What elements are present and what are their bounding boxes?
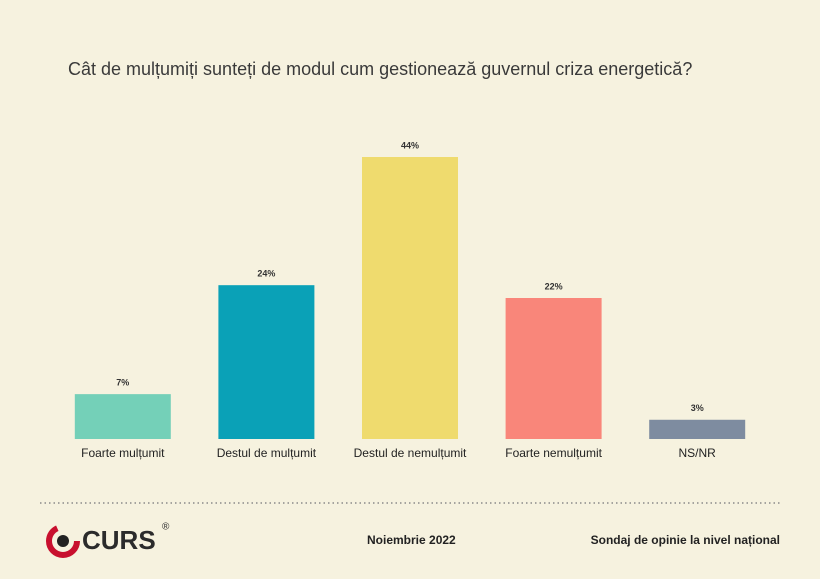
- data-label: 7%: [116, 378, 129, 388]
- x-tick-label: Destul de nemulțumit: [354, 446, 467, 460]
- x-tick-label: NS/NR: [679, 446, 717, 460]
- logo-icon: [46, 524, 80, 558]
- footer-note: Sondaj de opinie la nivel național: [590, 533, 780, 547]
- logo-text: CURS: [82, 525, 156, 555]
- bar: [74, 394, 171, 439]
- x-tick-label: Foarte mulțumit: [81, 446, 165, 460]
- data-label: 22%: [545, 281, 563, 291]
- bar: [505, 298, 602, 439]
- bar: [362, 157, 458, 439]
- x-tick-label: Foarte nemulțumit: [505, 446, 602, 460]
- data-label: 24%: [257, 269, 275, 279]
- chart-title: Cât de mulțumiți sunteți de modul cum ge…: [68, 59, 693, 79]
- x-tick-label: Destul de mulțumit: [217, 446, 317, 460]
- data-label: 3%: [691, 403, 704, 413]
- bar: [218, 285, 315, 439]
- logo-mark: ®: [162, 522, 170, 533]
- footer-date: Noiembrie 2022: [367, 533, 456, 547]
- bar: [649, 419, 746, 439]
- data-label: 44%: [401, 140, 419, 150]
